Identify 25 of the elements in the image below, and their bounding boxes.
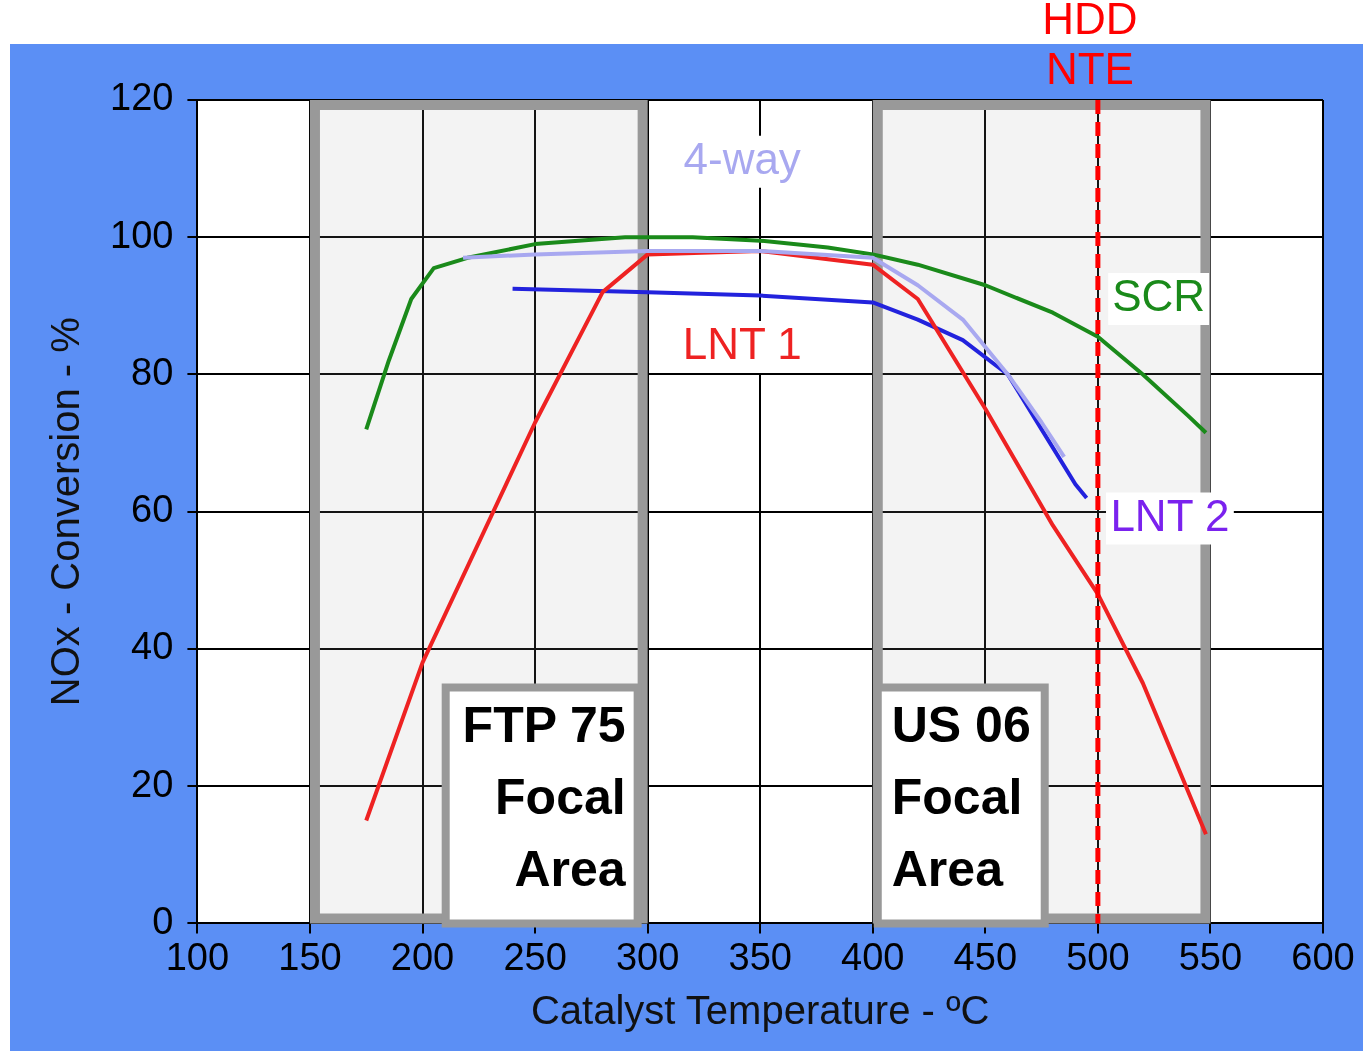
- series-label: 4-way: [683, 133, 801, 183]
- x-tick-label: 200: [390, 935, 455, 978]
- x-axis-title: Catalyst Temperature - ºC: [530, 988, 990, 1033]
- y-tick-label: 60: [131, 488, 174, 531]
- x-tick-label: 150: [278, 935, 342, 978]
- x-tick-label: 400: [841, 935, 905, 978]
- x-tick-label: 350: [728, 935, 792, 978]
- y-tick-label: 80: [131, 350, 174, 393]
- y-tick-label: 120: [110, 76, 174, 119]
- series-label: SCR: [1112, 271, 1206, 321]
- band-label: US 06 Focal Area: [891, 697, 1031, 898]
- series-label: LNT 2: [1110, 490, 1230, 540]
- x-tick-label: 500: [1066, 935, 1130, 978]
- x-tick-label: 600: [1291, 935, 1355, 978]
- y-tick-label: 20: [131, 762, 174, 805]
- x-tick-label: 450: [953, 935, 1018, 978]
- x-tick-label: 250: [503, 935, 567, 978]
- x-tick-label: 550: [1178, 935, 1243, 978]
- band-label: FTP 75 Focal Area: [462, 697, 627, 898]
- y-tick-label: 100: [110, 213, 174, 256]
- series-label: LNT 1: [682, 319, 802, 369]
- x-tick-label: 300: [615, 935, 680, 978]
- y-tick-label: 40: [131, 625, 174, 668]
- y-axis-title: NOx - Conversion - %: [43, 317, 88, 707]
- ref-line-label: HDD NTE: [1042, 0, 1138, 94]
